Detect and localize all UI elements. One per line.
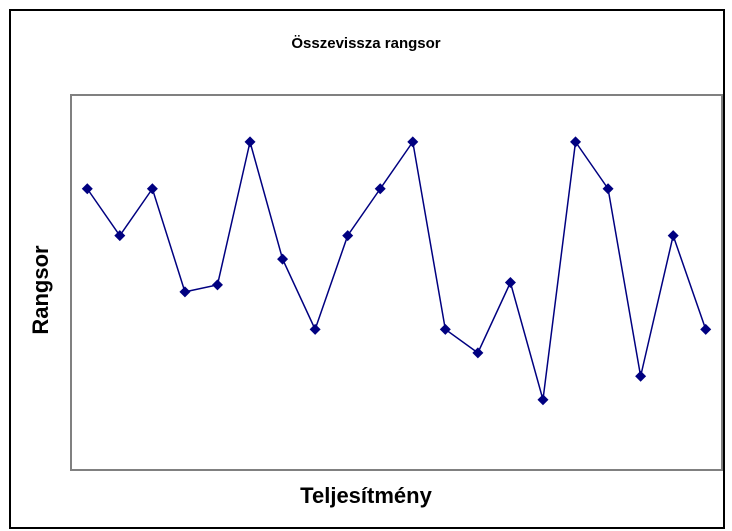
marker bbox=[179, 286, 191, 298]
marker bbox=[504, 277, 516, 288]
marker bbox=[439, 323, 451, 335]
marker bbox=[472, 347, 484, 359]
marker bbox=[309, 323, 321, 335]
marker bbox=[81, 183, 93, 195]
marker bbox=[407, 136, 419, 148]
marker bbox=[570, 136, 582, 148]
plot-area bbox=[70, 94, 723, 471]
marker bbox=[244, 136, 256, 148]
marker bbox=[114, 230, 126, 242]
marker bbox=[537, 394, 549, 406]
chart-title: Összevissza rangsor bbox=[291, 35, 440, 52]
series-line bbox=[86, 139, 707, 400]
marker bbox=[342, 230, 354, 242]
marker bbox=[667, 230, 679, 242]
marker bbox=[146, 183, 158, 195]
marker bbox=[602, 183, 614, 195]
x-axis-label: Teljesítmény bbox=[300, 483, 432, 508]
marker bbox=[277, 253, 289, 265]
marker bbox=[700, 323, 712, 335]
marker bbox=[635, 370, 647, 382]
y-axis-label: Rangsor bbox=[28, 245, 53, 335]
marker bbox=[211, 279, 223, 291]
marker bbox=[374, 183, 386, 195]
